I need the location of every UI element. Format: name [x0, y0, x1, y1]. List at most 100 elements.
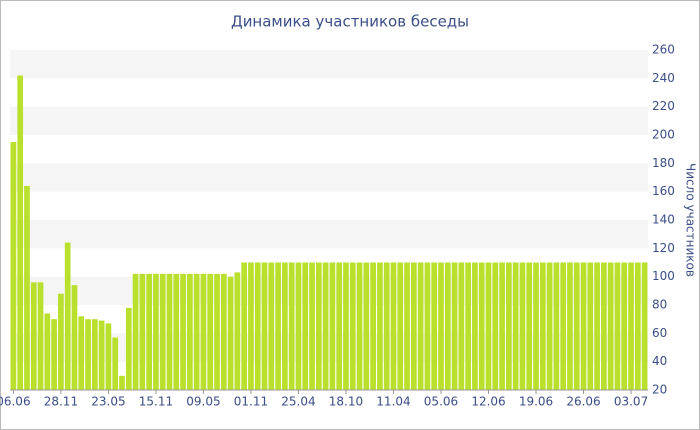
bar	[567, 262, 573, 390]
bar	[24, 186, 30, 390]
bar	[519, 262, 526, 390]
bar	[587, 262, 594, 390]
bar	[356, 262, 363, 390]
bar	[85, 319, 91, 390]
bar	[207, 273, 214, 390]
grid-band	[10, 106, 648, 135]
bar	[78, 316, 85, 390]
x-tick-label: 09.05	[186, 395, 220, 409]
bar	[322, 262, 329, 390]
bar	[506, 262, 512, 390]
x-tick-label: 25.04	[281, 395, 315, 409]
x-tick-label: 01.11	[234, 395, 268, 409]
grid-band	[10, 50, 648, 79]
grid-band	[10, 163, 648, 192]
y-tick-label: 100	[652, 269, 675, 283]
bar	[17, 75, 24, 390]
bar	[261, 262, 268, 390]
y-axis-label: Число участников	[684, 163, 698, 277]
y-tick-label: 40	[652, 354, 667, 368]
bar	[10, 142, 17, 390]
bar	[146, 273, 152, 390]
bar	[485, 262, 492, 390]
bar	[343, 262, 349, 390]
bar	[370, 262, 376, 390]
y-tick-label: 220	[652, 99, 675, 113]
bar	[98, 320, 105, 390]
bar	[288, 262, 295, 390]
bar	[431, 262, 438, 390]
bar	[383, 262, 390, 390]
bar	[275, 262, 281, 390]
bar	[282, 262, 288, 390]
x-tick-label: 26.06	[566, 395, 600, 409]
bar	[397, 262, 404, 390]
bar	[553, 262, 560, 390]
bar	[614, 262, 621, 390]
bar	[180, 273, 186, 390]
bar	[227, 276, 234, 390]
bar	[139, 273, 146, 390]
bar	[193, 273, 200, 390]
bar	[458, 262, 465, 390]
bar	[465, 262, 471, 390]
bar	[363, 262, 370, 390]
y-tick-label: 120	[652, 241, 675, 255]
x-tick-label: 15.11	[139, 395, 173, 409]
bar	[390, 262, 397, 390]
bar	[268, 262, 275, 390]
bar	[573, 262, 580, 390]
bar	[220, 273, 227, 390]
bar	[125, 307, 132, 390]
bar	[580, 262, 587, 390]
bar	[451, 262, 458, 390]
bar	[526, 262, 533, 390]
bar	[214, 273, 220, 390]
bar	[424, 262, 431, 390]
bar	[621, 262, 628, 390]
bar	[512, 262, 519, 390]
y-tick-label: 240	[652, 71, 675, 85]
bar	[30, 282, 37, 390]
grid-band	[10, 220, 648, 249]
bar	[91, 319, 98, 390]
bar	[248, 262, 254, 390]
bar	[58, 293, 64, 390]
x-tick-label: 03.07	[614, 395, 648, 409]
bar	[478, 262, 485, 390]
bar	[492, 262, 499, 390]
y-tick-label: 260	[652, 43, 675, 57]
x-tick-label: 11.04	[376, 395, 410, 409]
bar	[417, 262, 424, 390]
y-tick-label: 200	[652, 128, 675, 142]
y-tick-label: 60	[652, 326, 667, 340]
y-tick-label: 20	[652, 383, 667, 397]
x-tick-label: 12.06	[471, 395, 505, 409]
bar	[607, 262, 614, 390]
bar	[444, 262, 451, 390]
bar	[234, 272, 241, 390]
bar	[159, 273, 166, 390]
x-tick-label: 05.06	[424, 395, 458, 409]
bar	[315, 262, 322, 390]
bar	[105, 323, 112, 390]
bar	[295, 262, 302, 390]
bar	[560, 262, 567, 390]
bar	[173, 273, 180, 390]
bar	[410, 262, 417, 390]
bar	[404, 262, 410, 390]
bar	[119, 375, 125, 390]
bar	[166, 273, 173, 390]
bar	[634, 262, 641, 390]
bar	[112, 337, 119, 390]
y-tick-label: 180	[652, 156, 675, 170]
bar	[64, 242, 71, 390]
bar	[546, 262, 553, 390]
bar	[254, 262, 261, 390]
bar	[628, 262, 634, 390]
bar	[153, 273, 159, 390]
bar	[309, 262, 315, 390]
y-tick-label: 160	[652, 184, 675, 198]
bar	[51, 319, 57, 390]
